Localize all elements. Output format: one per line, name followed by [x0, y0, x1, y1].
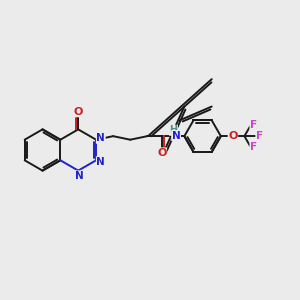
- Text: O: O: [228, 131, 238, 141]
- Text: H: H: [169, 125, 178, 135]
- Text: F: F: [250, 120, 257, 130]
- Text: F: F: [250, 142, 257, 152]
- Text: N: N: [75, 171, 84, 181]
- Text: O: O: [157, 148, 167, 158]
- Text: F: F: [256, 131, 263, 141]
- Text: N: N: [172, 130, 181, 141]
- Text: O: O: [74, 107, 83, 117]
- Text: N: N: [96, 133, 105, 143]
- Text: N: N: [96, 157, 105, 167]
